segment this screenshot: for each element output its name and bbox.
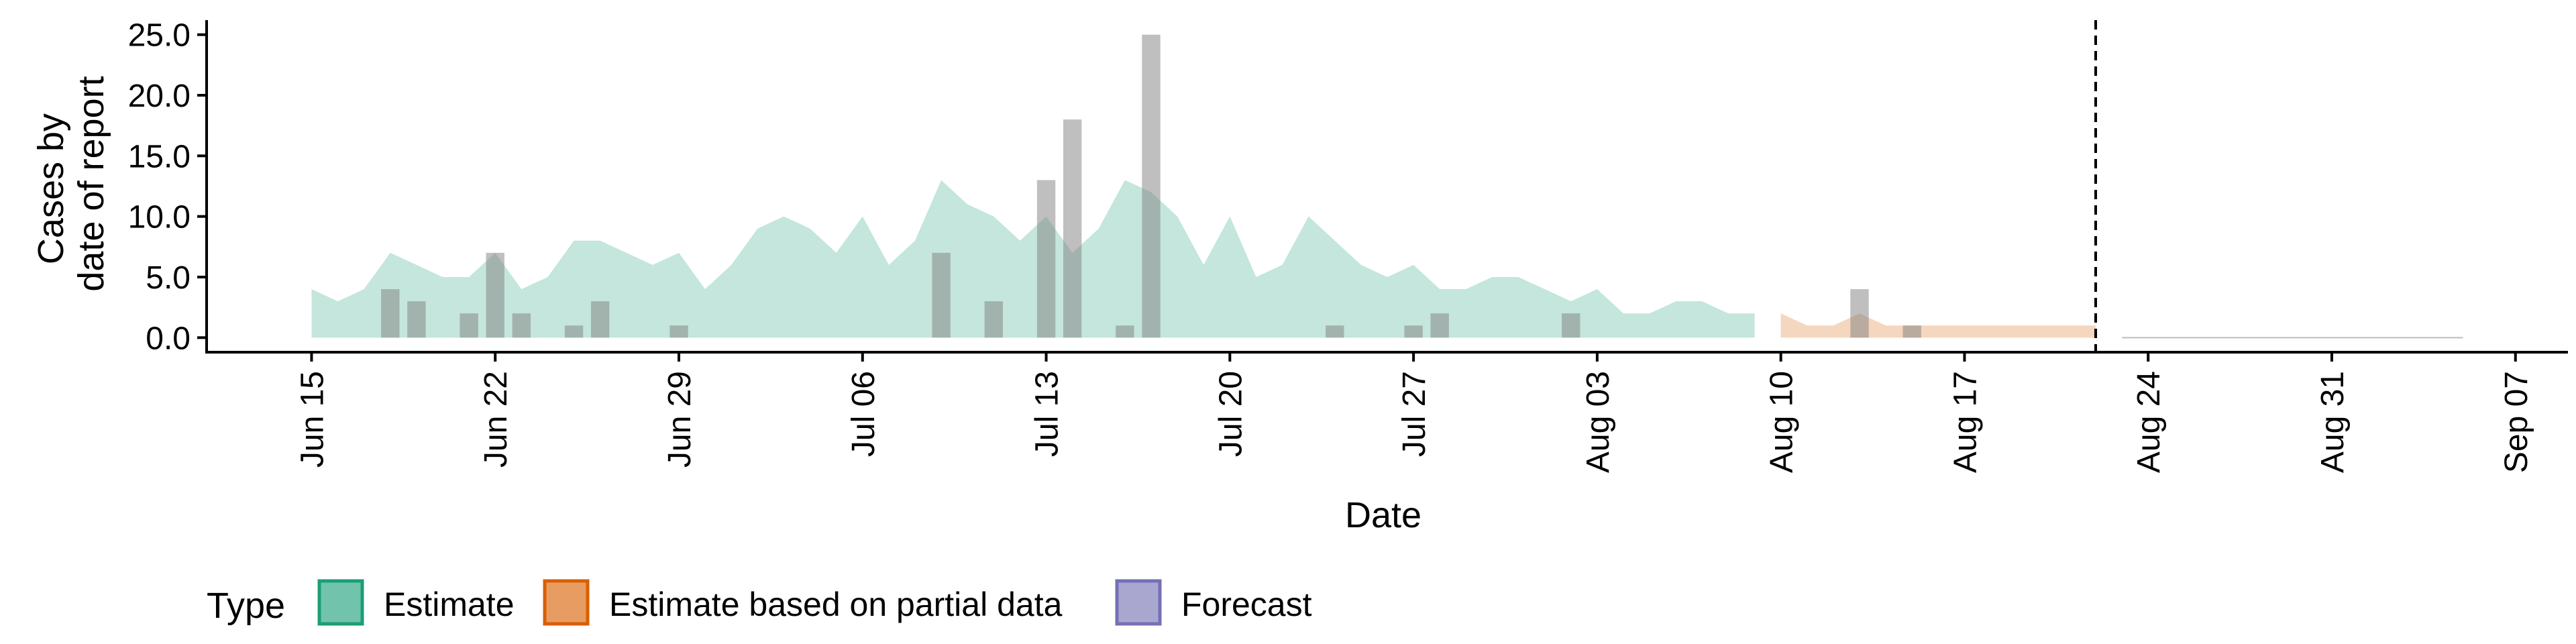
y-tick-label: 0.0 bbox=[146, 321, 191, 356]
x-tick-label: Sep 07 bbox=[2499, 371, 2534, 473]
case-bar bbox=[1850, 289, 1869, 338]
y-tick-label: 5.0 bbox=[146, 260, 191, 296]
case-bar bbox=[1562, 313, 1580, 338]
x-tick-label: Jul 06 bbox=[846, 371, 881, 457]
y-axis-title-line-1: Cases by bbox=[31, 113, 71, 264]
case-bar bbox=[932, 252, 951, 338]
legend-label: Estimate based on partial data bbox=[609, 586, 1063, 623]
area-estimate-based-on-partial-data bbox=[1780, 313, 2096, 338]
estimate-areas bbox=[311, 180, 2463, 339]
case-bar bbox=[381, 289, 400, 338]
x-axis-title: Date bbox=[1345, 495, 1421, 535]
legend-label: Forecast bbox=[1181, 586, 1312, 623]
case-bar bbox=[1902, 325, 1921, 338]
y-axis-title-line-2: date of report bbox=[71, 76, 111, 291]
x-axis-ticks: Jun 15 Jun 22 Jun 29 Jul 06 Jul 13 Jul 20 Jul … bbox=[294, 352, 2534, 473]
case-bar bbox=[486, 252, 504, 338]
y-tick-label: 15.0 bbox=[128, 139, 191, 174]
reported-case-bars bbox=[381, 34, 1921, 338]
case-bar bbox=[1142, 34, 1161, 338]
x-tick-label: Jun 22 bbox=[478, 371, 514, 468]
legend-key bbox=[317, 579, 364, 626]
case-bar bbox=[1326, 325, 1344, 338]
x-tick-label: Jul 27 bbox=[1397, 371, 1432, 457]
y-axis-ticks: 0.0 5.0 10.0 15.0 20.0 25.0 bbox=[128, 18, 207, 356]
case-bar bbox=[590, 301, 610, 338]
case-bar bbox=[407, 301, 426, 338]
y-axis-title: Cases by date of report bbox=[31, 76, 111, 291]
case-bar bbox=[1116, 325, 1134, 338]
y-tick-label: 10.0 bbox=[128, 200, 191, 235]
x-tick-label: Aug 17 bbox=[1947, 371, 1983, 473]
area-estimate bbox=[311, 180, 1755, 338]
x-tick-label: Aug 31 bbox=[2315, 371, 2351, 473]
legend-label: Estimate bbox=[384, 586, 515, 623]
case-bar bbox=[1036, 180, 1056, 338]
case-bar bbox=[564, 325, 584, 338]
x-tick-label: Aug 03 bbox=[1580, 371, 1616, 473]
x-tick-label: Jun 29 bbox=[662, 371, 698, 468]
x-tick-label: Aug 24 bbox=[2131, 371, 2167, 473]
case-bar bbox=[669, 325, 688, 338]
x-tick-label: Jun 15 bbox=[294, 371, 330, 468]
x-tick-label: Jul 13 bbox=[1030, 371, 1065, 457]
legend-key bbox=[543, 579, 590, 626]
case-bar bbox=[1430, 313, 1449, 338]
y-tick-label: 25.0 bbox=[128, 18, 191, 54]
axes bbox=[205, 20, 2568, 354]
legend-key bbox=[1115, 579, 1162, 626]
legend: Type Estimate Estimate based on partial d… bbox=[207, 579, 1312, 626]
y-tick-label: 20.0 bbox=[128, 78, 191, 114]
case-bar bbox=[984, 301, 1004, 338]
case-bar bbox=[512, 313, 531, 338]
x-tick-label: Aug 10 bbox=[1764, 371, 1800, 473]
case-bar bbox=[460, 313, 478, 338]
case-bar bbox=[1063, 119, 1082, 338]
case-bar bbox=[1404, 325, 1423, 338]
x-tick-label: Jul 20 bbox=[1213, 371, 1248, 457]
legend-title: Type bbox=[207, 586, 285, 626]
